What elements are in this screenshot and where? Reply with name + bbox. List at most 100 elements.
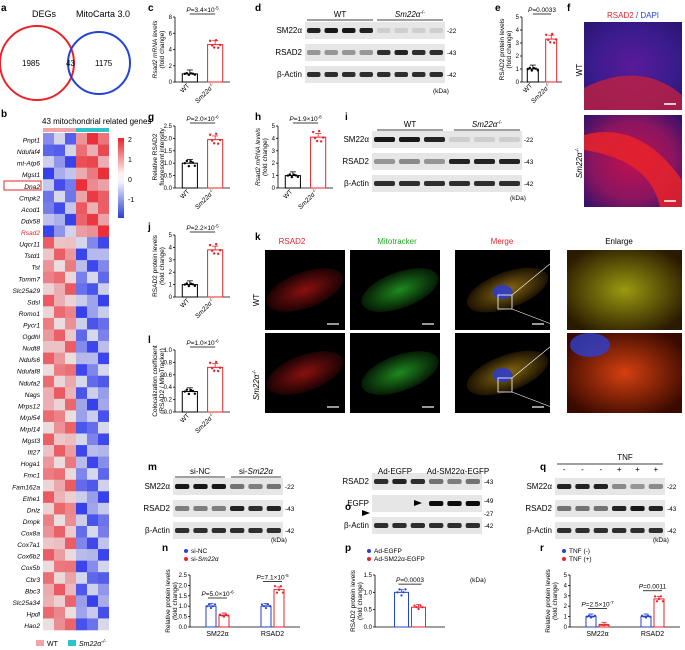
blot-strip bbox=[372, 495, 482, 512]
heatmap-cell bbox=[65, 364, 76, 377]
blot-band bbox=[211, 506, 226, 511]
data-point bbox=[189, 160, 193, 163]
heatmap-gene-label: Hpdl bbox=[26, 611, 40, 618]
tnf-sign: - bbox=[581, 465, 584, 474]
y-tick-label: 2 bbox=[516, 54, 520, 60]
heatmap-cell bbox=[87, 352, 98, 365]
data-point bbox=[187, 392, 191, 396]
heatmap-cell bbox=[76, 144, 87, 157]
y-tick-label: 1 bbox=[516, 67, 520, 73]
x-tick-label: SM22α bbox=[206, 631, 228, 638]
y-tick-label: 1.5 bbox=[164, 149, 173, 155]
data-point bbox=[655, 600, 659, 603]
panel-c-chart: c 0 2 4 6 8 Rsad2 mRNA levels (fold change) WT Sm… bbox=[148, 3, 230, 105]
panel-label: j bbox=[147, 222, 151, 233]
x-tick-label: WT bbox=[179, 82, 191, 94]
blot-band bbox=[593, 528, 608, 533]
scale-tick-2: 2 bbox=[128, 137, 132, 144]
x-tick-label: Sm22α-/- bbox=[296, 187, 320, 211]
heatmap-cell bbox=[87, 549, 98, 561]
heatmap-cell bbox=[65, 375, 76, 388]
heatmap-cell bbox=[43, 283, 54, 296]
heatmap-gene-label: Ndufa2 bbox=[19, 380, 41, 387]
legend-label: si-NC bbox=[191, 548, 208, 555]
heatmap-cell bbox=[54, 479, 65, 492]
blot-strip bbox=[305, 44, 445, 61]
mw-marker: -42 bbox=[667, 528, 677, 535]
blot-band bbox=[377, 50, 391, 55]
blot-band bbox=[424, 159, 445, 164]
heatmap-cell bbox=[98, 167, 109, 180]
scale-tick-neg1: -1 bbox=[128, 197, 134, 204]
arrowhead-icon bbox=[362, 510, 370, 516]
data-point bbox=[653, 595, 657, 598]
heatmap-cell bbox=[43, 433, 54, 446]
data-point bbox=[602, 624, 606, 627]
data-point bbox=[183, 283, 187, 286]
heatmap-group-bar bbox=[98, 128, 109, 132]
data-point bbox=[193, 284, 197, 288]
data-point bbox=[642, 615, 646, 618]
heatmap-gene-label: Pnpt1 bbox=[23, 138, 41, 145]
heatmap-cell bbox=[65, 213, 76, 226]
y-tick-label: 2 bbox=[272, 161, 276, 167]
data-point bbox=[281, 591, 285, 594]
heatmap-cell bbox=[43, 294, 54, 307]
blot-group-label: TNF bbox=[617, 453, 633, 462]
heatmap-cell bbox=[76, 595, 87, 608]
p-value: P=0.0033 bbox=[528, 7, 556, 14]
heatmap-cell bbox=[76, 433, 87, 446]
heatmap-cell bbox=[87, 514, 98, 527]
y-tick-label: 1.0 bbox=[164, 348, 173, 354]
p-value-p: P bbox=[186, 225, 191, 232]
y-tick-label: 1 bbox=[169, 283, 173, 289]
x-tick-label: WT bbox=[282, 188, 294, 200]
heatmap-cell bbox=[98, 445, 109, 457]
zoom-line bbox=[511, 308, 568, 331]
heatmap-cell bbox=[87, 202, 98, 215]
blot-band bbox=[377, 72, 391, 77]
heatmap-cell bbox=[54, 190, 65, 203]
tnf-sign: - bbox=[599, 465, 602, 474]
heatmap-cell bbox=[76, 560, 87, 573]
x-tick-label: Sm22α-/- bbox=[193, 187, 217, 211]
blot-group-label: si-Sm22α bbox=[239, 467, 273, 476]
legend-marker bbox=[184, 557, 188, 561]
heatmap-gene-label: Mgst1 bbox=[22, 172, 40, 179]
heatmap-gene-label: Tomm7 bbox=[18, 276, 40, 283]
p-value-p: P bbox=[201, 591, 206, 598]
blot-strip bbox=[555, 500, 665, 517]
data-point bbox=[208, 361, 212, 365]
heatmap-gene-label: Ndufaf8 bbox=[17, 369, 40, 376]
kda-unit: (kDa) bbox=[433, 88, 449, 95]
data-point bbox=[208, 243, 212, 247]
heatmap-cell bbox=[87, 375, 98, 388]
data-point bbox=[400, 594, 403, 597]
y-axis-label: RSAD2 protein levels bbox=[499, 18, 506, 81]
blot-band bbox=[307, 50, 321, 55]
x-tick-label-sup: -/- bbox=[311, 187, 318, 194]
blot-band bbox=[648, 484, 663, 489]
legend-ko-label: Sm22α-/- bbox=[79, 639, 106, 648]
heatmap-cell bbox=[54, 433, 65, 446]
panel-label: e bbox=[495, 3, 501, 14]
zoom-line bbox=[511, 249, 568, 296]
heatmap-cell bbox=[43, 306, 54, 319]
x-tick-label: RSAD2 bbox=[261, 631, 284, 638]
data-point bbox=[659, 595, 663, 598]
data-point bbox=[189, 72, 193, 75]
heatmap-cell bbox=[76, 549, 87, 561]
data-point bbox=[260, 603, 264, 606]
y-axis-label: (fold change) bbox=[552, 582, 559, 620]
blot-band bbox=[465, 501, 480, 506]
data-point bbox=[549, 41, 552, 44]
x-tick-label: Sm22α-/- bbox=[193, 81, 217, 105]
heatmap-cell bbox=[76, 283, 87, 296]
data-point bbox=[530, 69, 533, 72]
data-point bbox=[273, 585, 277, 588]
blot-group-sup: -/- bbox=[497, 120, 502, 126]
heatmap-gene-label: Ndufaf4 bbox=[17, 149, 40, 156]
k-ko-label: Sm22α-/- bbox=[252, 370, 261, 401]
heatmap-cell bbox=[43, 190, 54, 203]
